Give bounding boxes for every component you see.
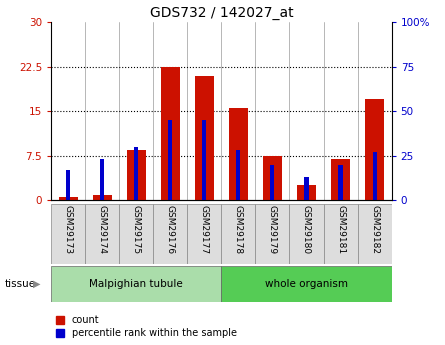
Bar: [51, 266, 222, 302]
Legend: count, percentile rank within the sample: count, percentile rank within the sample: [56, 315, 237, 338]
Title: GDS732 / 142027_at: GDS732 / 142027_at: [150, 6, 293, 20]
Bar: [263, 156, 282, 200]
Bar: [365, 99, 384, 200]
Bar: [271, 165, 275, 200]
Text: GSM29178: GSM29178: [234, 205, 243, 255]
Bar: [153, 204, 187, 264]
Text: GSM29182: GSM29182: [370, 205, 379, 254]
Bar: [202, 120, 206, 200]
Bar: [85, 204, 119, 264]
Text: GSM29176: GSM29176: [166, 205, 175, 255]
Bar: [331, 159, 350, 200]
Bar: [51, 204, 85, 264]
Bar: [134, 147, 138, 200]
Bar: [236, 150, 240, 200]
Bar: [59, 197, 77, 200]
Text: GSM29175: GSM29175: [132, 205, 141, 255]
Text: whole organism: whole organism: [265, 279, 348, 289]
Bar: [372, 152, 376, 200]
Bar: [229, 108, 248, 200]
Text: GSM29174: GSM29174: [98, 205, 107, 254]
Bar: [66, 170, 70, 200]
Text: GSM29180: GSM29180: [302, 205, 311, 255]
Text: GSM29177: GSM29177: [200, 205, 209, 255]
Bar: [127, 150, 146, 200]
Bar: [222, 204, 255, 264]
Text: GSM29173: GSM29173: [64, 205, 73, 255]
Text: GSM29181: GSM29181: [336, 205, 345, 255]
Bar: [304, 177, 308, 200]
Bar: [358, 204, 392, 264]
Bar: [187, 204, 222, 264]
Bar: [195, 76, 214, 200]
Bar: [168, 120, 172, 200]
Bar: [161, 67, 180, 200]
Bar: [255, 204, 290, 264]
Bar: [290, 204, 324, 264]
Text: GSM29179: GSM29179: [268, 205, 277, 255]
Bar: [324, 204, 358, 264]
Text: Malpighian tubule: Malpighian tubule: [89, 279, 183, 289]
Bar: [339, 165, 343, 200]
Bar: [222, 266, 392, 302]
Text: ▶: ▶: [33, 279, 40, 289]
Text: tissue: tissue: [4, 279, 36, 289]
Bar: [93, 195, 112, 200]
Bar: [119, 204, 153, 264]
Bar: [100, 159, 104, 200]
Bar: [297, 185, 316, 200]
